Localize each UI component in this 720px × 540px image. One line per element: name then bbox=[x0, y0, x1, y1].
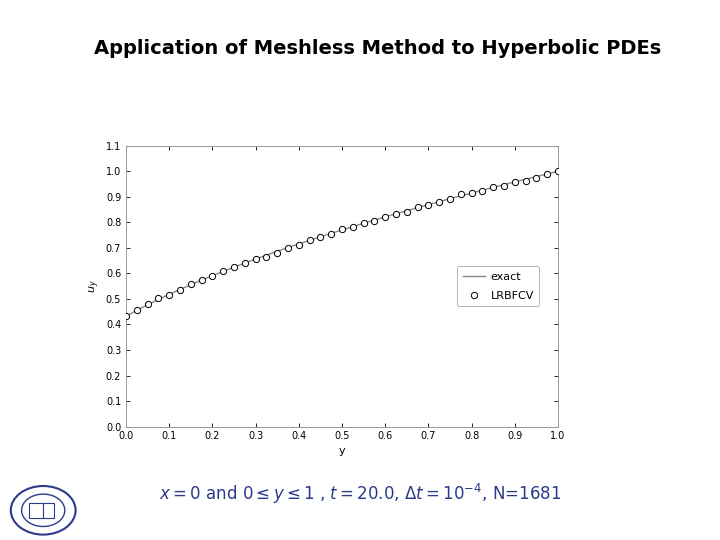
Line: exact: exact bbox=[126, 171, 558, 316]
LRBFCV bbox=[467, 190, 476, 196]
LRBFCV bbox=[510, 179, 519, 185]
LRBFCV bbox=[197, 276, 206, 283]
LRBFCV bbox=[402, 208, 411, 215]
LRBFCV bbox=[251, 255, 260, 262]
Legend: exact, LRBFCV: exact, LRBFCV bbox=[457, 266, 539, 306]
exact bbox=[386, 212, 395, 219]
LRBFCV bbox=[186, 280, 195, 287]
LRBFCV bbox=[413, 204, 422, 211]
LRBFCV bbox=[489, 184, 498, 190]
LRBFCV bbox=[327, 231, 336, 238]
LRBFCV bbox=[543, 171, 552, 177]
LRBFCV bbox=[435, 199, 444, 205]
LRBFCV bbox=[381, 214, 390, 220]
LRBFCV bbox=[424, 202, 433, 208]
LRBFCV bbox=[500, 183, 508, 189]
exact bbox=[122, 313, 130, 320]
LRBFCV bbox=[176, 286, 184, 293]
LRBFCV bbox=[370, 218, 379, 225]
LRBFCV bbox=[132, 307, 141, 314]
LRBFCV bbox=[273, 249, 282, 256]
LRBFCV bbox=[446, 196, 454, 202]
LRBFCV bbox=[208, 273, 217, 279]
exact bbox=[379, 214, 387, 221]
Y-axis label: $u_y$: $u_y$ bbox=[87, 279, 102, 293]
Text: $x = 0$ and $0 \leq y \leq 1$ , $t = 20.0$, $\Delta t = 10^{-4}$, N=1681: $x = 0$ and $0 \leq y \leq 1$ , $t = 20.… bbox=[159, 482, 561, 506]
X-axis label: y: y bbox=[338, 446, 346, 456]
LRBFCV bbox=[521, 178, 530, 184]
LRBFCV bbox=[240, 260, 249, 267]
exact bbox=[486, 185, 495, 192]
LRBFCV bbox=[338, 226, 346, 232]
exact bbox=[123, 312, 132, 319]
Line: LRBFCV: LRBFCV bbox=[123, 167, 561, 319]
LRBFCV bbox=[284, 245, 292, 251]
exact bbox=[377, 215, 386, 221]
Text: Application of Meshless Method to Hyperbolic PDEs: Application of Meshless Method to Hyperb… bbox=[94, 39, 661, 58]
LRBFCV bbox=[532, 174, 541, 181]
LRBFCV bbox=[219, 268, 228, 274]
LRBFCV bbox=[359, 220, 368, 226]
LRBFCV bbox=[348, 224, 357, 230]
exact bbox=[554, 168, 562, 174]
LRBFCV bbox=[262, 253, 271, 260]
Bar bbox=[29, 503, 54, 518]
LRBFCV bbox=[305, 237, 314, 244]
LRBFCV bbox=[456, 191, 465, 198]
LRBFCV bbox=[154, 295, 163, 301]
LRBFCV bbox=[554, 167, 562, 174]
LRBFCV bbox=[392, 211, 400, 217]
LRBFCV bbox=[294, 241, 303, 248]
LRBFCV bbox=[478, 188, 487, 194]
LRBFCV bbox=[143, 301, 152, 308]
LRBFCV bbox=[122, 313, 130, 319]
LRBFCV bbox=[230, 264, 238, 271]
LRBFCV bbox=[316, 234, 325, 241]
LRBFCV bbox=[165, 291, 174, 298]
exact bbox=[513, 178, 522, 185]
